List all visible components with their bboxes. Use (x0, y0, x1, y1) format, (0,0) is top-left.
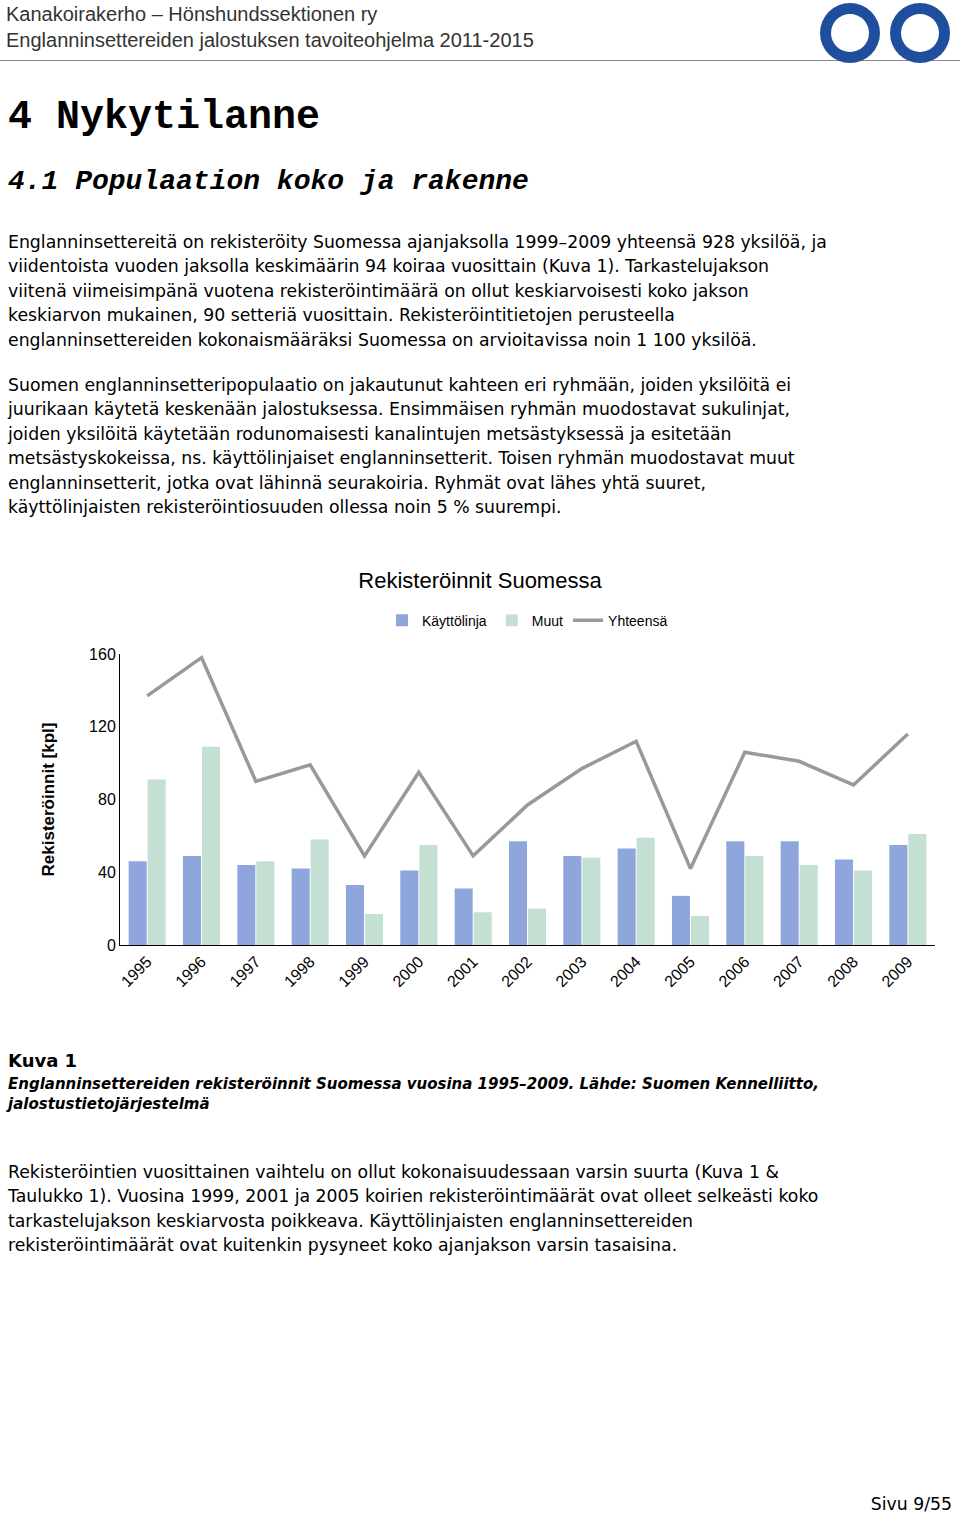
html-text:jalostustietojärjestelmä: jalostustietojärjestelmä (8, 1095, 210, 1113)
svg-text:Rekisteröinnit [kpl]: Rekisteröinnit [kpl] (39, 723, 58, 877)
html-text:metsästyskokeissa, ns. käyttöl: metsästyskokeissa, ns. käyttölinjaiset e… (8, 448, 795, 469)
svg-text:1998: 1998 (281, 953, 318, 990)
html-text:joiden yksilöitä käytetään rod: joiden yksilöitä käytetään rodunomaisest… (8, 423, 732, 444)
svg-text:Rekisteröinnit Suomessa: Rekisteröinnit Suomessa (358, 568, 602, 593)
html-text:Sivu 9/55: Sivu 9/55 (870, 1494, 952, 1514)
html-text:keskiarvon mukainen, 90 setter: keskiarvon mukainen, 90 setteriä vuositt… (8, 305, 675, 326)
svg-text:2003: 2003 (552, 953, 589, 990)
svg-text:40: 40 (98, 864, 116, 881)
html-text:Kanakoirakerho – Hönshundssekt: Kanakoirakerho – Hönshundssektionen ry (6, 3, 378, 25)
svg-text:2004: 2004 (607, 953, 644, 990)
svg-text:2000: 2000 (389, 953, 426, 990)
svg-text:120: 120 (89, 718, 116, 735)
html-text:juurikaan käytetä keskenään ja: juurikaan käytetä keskenään jalostuksess… (8, 399, 790, 420)
svg-text:1996: 1996 (172, 953, 209, 990)
html-text:rekisteröintimäärät ovat kuite: rekisteröintimäärät ovat kuitenkin pysyn… (8, 1235, 678, 1256)
svg-text:1997: 1997 (226, 953, 263, 990)
svg-text:2005: 2005 (661, 953, 698, 990)
html-text:Englanninsettereiden rekisterö: Englanninsettereiden rekisteröinnit Suom… (8, 1075, 819, 1093)
svg-text:80: 80 (98, 791, 116, 808)
html-text:Suomen englanninsetteripopulaa: Suomen englanninsetteripopulaatio on jak… (8, 375, 792, 395)
html-text:englanninsetterit, jotka ovat: englanninsetterit, jotka ovat lähinnä se… (8, 472, 706, 493)
html-text:käyttölinjaisten rekisteröinti: käyttölinjaisten rekisteröintiosuuden ol… (8, 497, 562, 517)
html-text:Englanninsettereitä on rekiste: Englanninsettereitä on rekisteröity Suom… (8, 232, 827, 252)
html-text:4 Nykytilanne: 4 Nykytilanne (8, 95, 321, 140)
html-text:viitenä viimeisimpänä vuotena: viitenä viimeisimpänä vuotena rekisteröi… (8, 280, 749, 301)
svg-text:Käyttölinja: Käyttölinja (422, 613, 487, 629)
svg-text:Yhteensä: Yhteensä (608, 613, 667, 629)
svg-text:2007: 2007 (770, 953, 807, 990)
svg-text:2002: 2002 (498, 953, 535, 990)
html-text:tarkastelujakson keskiarvosta: tarkastelujakson keskiarvosta poikkeava.… (8, 1210, 693, 1231)
html-text:Taulukko 1). Vuosina 1999, 200: Taulukko 1). Vuosina 1999, 2001 ja 2005 … (8, 1186, 819, 1207)
svg-text:2008: 2008 (824, 953, 861, 990)
svg-text:1999: 1999 (335, 953, 372, 990)
svg-text:0: 0 (107, 937, 116, 954)
html-text:Rekisteröintien vuosittainen v: Rekisteröintien vuosittainen vaihtelu on… (8, 1162, 779, 1182)
html-text:Kuva 1: Kuva 1 (8, 1050, 78, 1071)
html-text:englanninsettereiden kokonaism: englanninsettereiden kokonaismääräksi Su… (8, 329, 757, 350)
html-text:viidentoista vuoden jaksolla k: viidentoista vuoden jaksolla keskimäärin… (8, 256, 769, 277)
svg-text:2001: 2001 (444, 953, 481, 990)
svg-text:2009: 2009 (878, 953, 915, 990)
svg-text:2006: 2006 (715, 953, 752, 990)
svg-text:Muut: Muut (532, 613, 563, 629)
html-text:Englanninsettereiden jalostuks: Englanninsettereiden jalostuksen tavoite… (6, 29, 534, 51)
svg-text:1995: 1995 (118, 953, 155, 990)
svg-text:160: 160 (89, 646, 116, 663)
html-text:4.1 Populaation koko ja rakenn: 4.1 Populaation koko ja rakenne (8, 166, 529, 197)
